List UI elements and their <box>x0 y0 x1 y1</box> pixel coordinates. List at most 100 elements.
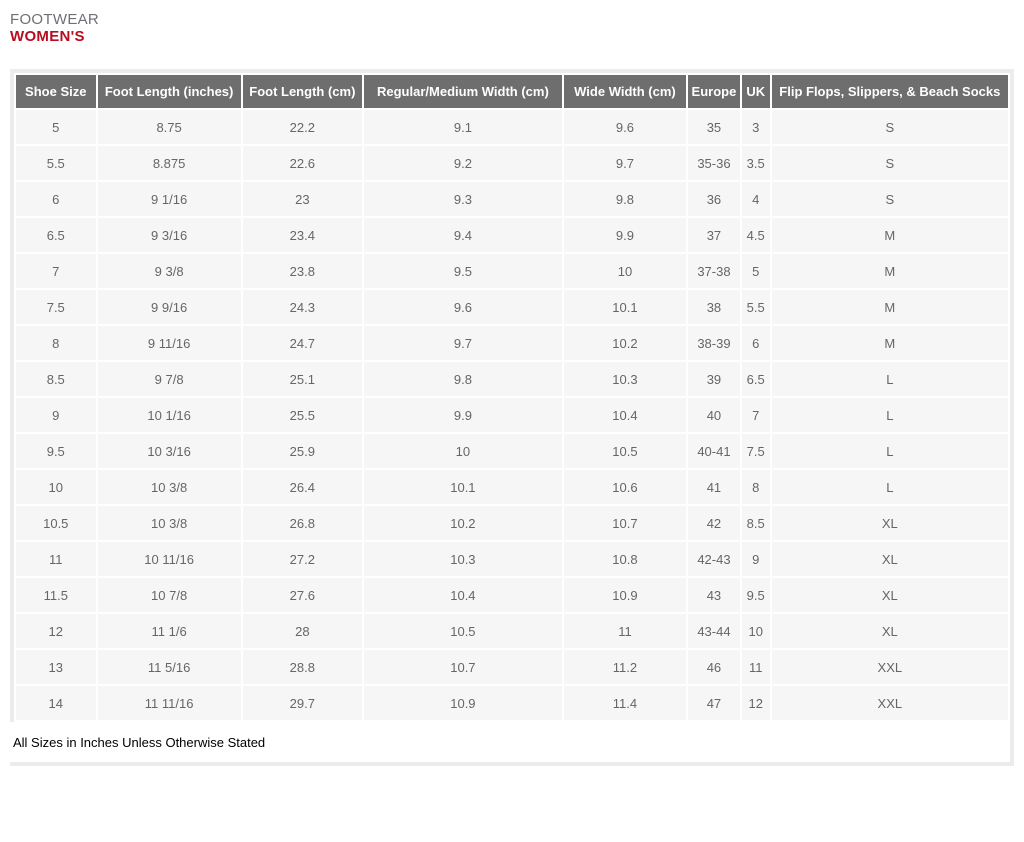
table-cell: 11 11/16 <box>95 684 243 722</box>
table-cell: 35 <box>686 108 742 146</box>
table-cell: 10.4 <box>561 396 689 434</box>
table-cell: XL <box>769 504 1011 542</box>
page: FOOTWEAR WOMEN'S Shoe Size Foot Length (i… <box>10 11 1014 766</box>
table-cell: 9.8 <box>561 180 689 218</box>
table-row: 5.5 8.875 22.6 9.2 9.7 35-36 3.5 S <box>14 144 1011 182</box>
table-cell: 9.4 <box>361 216 564 254</box>
table-cell: 9.2 <box>361 144 564 182</box>
table-cell: 10 3/16 <box>95 432 243 470</box>
table-cell: 10.9 <box>561 576 689 614</box>
table-cell: S <box>769 144 1011 182</box>
table-cell: 9.5 <box>739 576 772 614</box>
table-row: 7.5 9 9/16 24.3 9.6 10.1 38 5.5 M <box>14 288 1011 326</box>
table-row: 6.5 9 3/16 23.4 9.4 9.9 37 4.5 M <box>14 216 1011 254</box>
table-cell: 43-44 <box>686 612 742 650</box>
column-header: Foot Length (inches) <box>95 73 243 110</box>
table-cell: 9 3/16 <box>95 216 243 254</box>
table-cell: 9 3/8 <box>95 252 243 290</box>
table-row: 13 11 5/16 28.8 10.7 11.2 46 11 XXL <box>14 648 1011 686</box>
table-cell: 12 <box>739 684 772 722</box>
table-cell: 38-39 <box>686 324 742 362</box>
table-cell: 11.2 <box>561 648 689 686</box>
table-cell: 22.2 <box>240 108 364 146</box>
table-cell: 7 <box>14 252 98 290</box>
table-cell: 41 <box>686 468 742 506</box>
header-row: Shoe Size Foot Length (inches) Foot Length… <box>14 73 1011 110</box>
table-cell: 22.6 <box>240 144 364 182</box>
table-cell: 10.9 <box>361 684 564 722</box>
table-cell: 43 <box>686 576 742 614</box>
table-cell: 37-38 <box>686 252 742 290</box>
table-cell: 5 <box>739 252 772 290</box>
table-row: 11 10 11/16 27.2 10.3 10.8 42-43 9 XL <box>14 540 1011 578</box>
table-cell: 10.3 <box>361 540 564 578</box>
table-cell: 10.5 <box>361 612 564 650</box>
table-cell: M <box>769 324 1011 362</box>
table-cell: 47 <box>686 684 742 722</box>
table-cell: 9.8 <box>361 360 564 398</box>
table-cell: 8 <box>14 324 98 362</box>
table-cell: 24.3 <box>240 288 364 326</box>
table-cell: 28 <box>240 612 364 650</box>
column-header: Flip Flops, Slippers, & Beach Socks <box>769 73 1011 110</box>
table-cell: 10 <box>739 612 772 650</box>
table-body: 5 8.75 22.2 9.1 9.6 35 3 S 5.5 8.875 22.6 9.2 9.7 35-… <box>14 108 1011 722</box>
table-cell: 40-41 <box>686 432 742 470</box>
column-header: Regular/Medium Width (cm) <box>361 73 564 110</box>
table-cell: 8.5 <box>14 360 98 398</box>
table-cell: 37 <box>686 216 742 254</box>
table-cell: 42-43 <box>686 540 742 578</box>
table-cell: 10.4 <box>361 576 564 614</box>
table-cell: M <box>769 216 1011 254</box>
table-cell: 11 5/16 <box>95 648 243 686</box>
table-cell: 39 <box>686 360 742 398</box>
table-cell: 27.6 <box>240 576 364 614</box>
table-cell: 6.5 <box>739 360 772 398</box>
table-cell: 10 3/8 <box>95 504 243 542</box>
table-cell: 14 <box>14 684 98 722</box>
table-cell: 11.4 <box>561 684 689 722</box>
table-row: 9.5 10 3/16 25.9 10 10.5 40-41 7.5 L <box>14 432 1011 470</box>
table-cell: 26.4 <box>240 468 364 506</box>
column-header: Europe <box>686 73 742 110</box>
column-header: Wide Width (cm) <box>561 73 689 110</box>
table-cell: 10.7 <box>561 504 689 542</box>
table-cell: 6 <box>14 180 98 218</box>
table-cell: 28.8 <box>240 648 364 686</box>
table-cell: 12 <box>14 612 98 650</box>
table-cell: 23 <box>240 180 364 218</box>
table-cell: M <box>769 252 1011 290</box>
table-cell: 38 <box>686 288 742 326</box>
table-cell: 11 <box>14 540 98 578</box>
table-cell: M <box>769 288 1011 326</box>
category-label: FOOTWEAR <box>10 11 100 28</box>
table-cell: 36 <box>686 180 742 218</box>
table-cell: 5.5 <box>739 288 772 326</box>
table-cell: 9 7/8 <box>95 360 243 398</box>
table-cell: L <box>769 468 1011 506</box>
table-cell: 29.7 <box>240 684 364 722</box>
table-cell: 9.5 <box>14 432 98 470</box>
table-cell: 10.2 <box>361 504 564 542</box>
table-cell: 10.6 <box>561 468 689 506</box>
table-cell: 10.8 <box>561 540 689 578</box>
table-cell: 27.2 <box>240 540 364 578</box>
table-cell: L <box>769 396 1011 434</box>
table-cell: 7 <box>739 396 772 434</box>
table-cell: 25.1 <box>240 360 364 398</box>
column-header: UK <box>739 73 772 110</box>
table-cell: 10.1 <box>561 288 689 326</box>
table-cell: S <box>769 180 1011 218</box>
table-cell: 4 <box>739 180 772 218</box>
table-cell: 7.5 <box>739 432 772 470</box>
table-cell: 11.5 <box>14 576 98 614</box>
table-cell: 23.4 <box>240 216 364 254</box>
table-cell: XXL <box>769 648 1011 686</box>
table-row: 10.5 10 3/8 26.8 10.2 10.7 42 8.5 XL <box>14 504 1011 542</box>
table-cell: 10 1/16 <box>95 396 243 434</box>
table-cell: 9.3 <box>361 180 564 218</box>
table-cell: 11 1/6 <box>95 612 243 650</box>
page-title: WOMEN'S <box>10 27 85 45</box>
